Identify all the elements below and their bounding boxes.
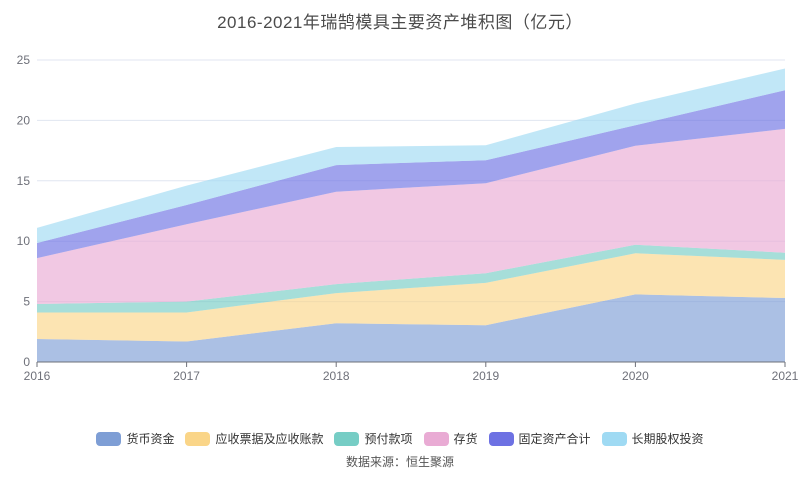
x-axis-label-2021: 2021 <box>772 369 799 383</box>
chart-title: 2016-2021年瑞鹄模具主要资产堆积图（亿元） <box>217 13 583 32</box>
area-series-1 <box>37 253 785 342</box>
legend-swatch-icon <box>334 431 360 446</box>
x-axis-label-2020: 2020 <box>622 369 649 383</box>
area-series-5 <box>37 68 785 243</box>
y-axis-label-5: 5 <box>23 295 30 309</box>
x-axis-label-2018: 2018 <box>323 369 350 383</box>
area-series-2 <box>37 244 785 313</box>
area-series-0 <box>37 294 785 362</box>
legend-item-5[interactable]: 长期股权投资 <box>601 430 704 447</box>
y-axis-label-0: 0 <box>23 355 30 369</box>
legend-item-2[interactable]: 预付款项 <box>334 430 413 447</box>
legend-item-1[interactable]: 应收票据及应收账款 <box>185 430 323 447</box>
legend-swatch-icon <box>185 431 211 446</box>
x-axis-label-2017: 2017 <box>173 369 200 383</box>
data-source: 数据来源：恒生聚源 <box>345 455 454 469</box>
area-series-4 <box>37 90 785 259</box>
y-axis-label-15: 15 <box>17 174 31 188</box>
y-axis-label-25: 25 <box>17 53 31 67</box>
legend-label: 货币资金 <box>126 432 175 446</box>
area-series-3 <box>37 128 785 304</box>
legend-swatch-icon <box>96 431 122 446</box>
legend-swatch-icon <box>423 431 449 446</box>
chart-canvas: 2016 2017 2018 2019 2020 2021 0 5 10 15 20 25 <box>17 53 799 383</box>
y-axis-label-10: 10 <box>17 234 31 248</box>
legend-label: 预付款项 <box>364 432 413 446</box>
x-axis-label-2016: 2016 <box>24 369 51 383</box>
x-axis-label-2019: 2019 <box>472 369 499 383</box>
legend-label: 存货 <box>453 432 478 446</box>
legend-label: 固定资产合计 <box>518 432 591 446</box>
legend-label: 长期股权投资 <box>631 432 704 446</box>
legend-item-0[interactable]: 货币资金 <box>96 430 174 447</box>
legend-swatch-icon <box>488 431 514 446</box>
y-axis-label-20: 20 <box>17 113 31 127</box>
legend: 货币资金 应收票据及应收账款 预付款项 存货 固定资产合计 长期股权投资 <box>0 430 800 447</box>
legend-label: 应收票据及应收账款 <box>215 432 324 446</box>
legend-item-4[interactable]: 固定资产合计 <box>488 430 591 447</box>
legend-swatch-icon <box>601 431 627 446</box>
legend-item-3[interactable]: 存货 <box>423 430 478 447</box>
